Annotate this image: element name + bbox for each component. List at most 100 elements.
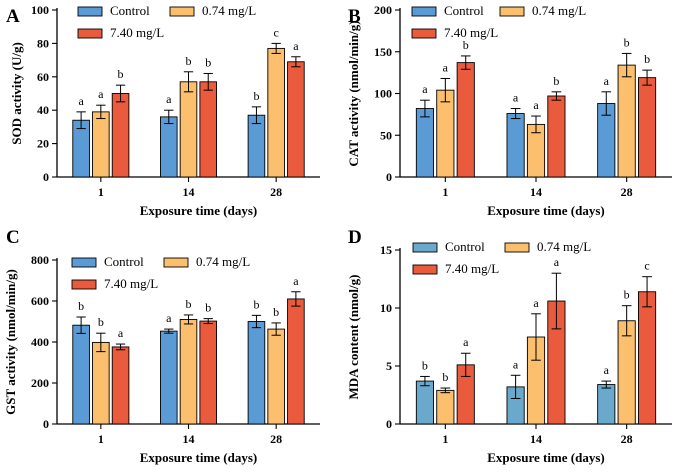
legend-swatch [78,29,102,38]
y-axis-title: GST activity (nmol/min/g) [3,269,18,415]
legend-label: 7.40 mg/L [110,25,164,40]
legend-swatch [500,7,524,16]
bar-0-74-mg-l [268,329,285,424]
legend-item: Control [412,3,484,18]
significance-label: a [98,87,104,101]
significance-label: a [293,39,299,53]
y-tick-label: 60 [37,70,49,84]
y-tick-label: 15 [380,243,392,257]
panel-letter: D [348,227,362,248]
y-tick-label: 0 [43,170,49,184]
bar-0-74-mg-l [268,48,285,177]
legend-label: 0.74 mg/L [532,3,586,18]
y-tick-label: 0 [386,417,392,431]
significance-label: c [274,25,279,39]
significance-label: b [463,38,469,52]
bar-control [416,109,433,177]
legend-label: 0.74 mg/L [202,3,256,18]
x-tick-label: 14 [183,432,195,446]
bar-control [160,331,177,424]
bar-0-74-mg-l [180,82,197,177]
significance-label: a [118,326,124,340]
legend-label: 7.40 mg/L [445,261,499,276]
panel-letter: A [6,6,20,27]
x-tick-label: 1 [442,432,448,446]
significance-label: b [186,54,192,68]
legend-swatch [72,258,96,267]
legend-item: 0.74 mg/L [170,3,256,18]
legend-item: 7.40 mg/L [72,276,158,291]
bar-7-40-mg-l [112,347,129,424]
bar-control [160,117,177,177]
significance-label: b [118,67,124,81]
legend-swatch [413,243,437,252]
bar-control [248,322,265,425]
bar-0-74-mg-l [93,342,110,424]
legend-item: 0.74 mg/L [500,3,586,18]
bar-7-40-mg-l [112,94,129,178]
significance-label: a [604,74,610,88]
significance-label: a [166,311,172,325]
panel-letter: C [6,227,20,248]
legend-label: Control [444,3,484,18]
x-axis-title: Exposure time (days) [140,450,257,465]
bar-control [507,114,524,177]
significance-label: a [443,60,449,74]
significance-label: a [513,91,519,105]
x-tick-label: 28 [621,185,633,199]
legend-label: Control [104,254,144,269]
significance-label: a [533,98,539,112]
y-tick-label: 20 [37,137,49,151]
y-tick-label: 200 [31,376,49,390]
y-tick-label: 0 [43,417,49,431]
chart-panel-a: A 0 20 40 60 80 100 SOD activity (U/g) Exposure … [6,3,320,218]
bar-control [416,381,433,424]
y-axis-title: MDA content (nmol/g) [346,275,361,400]
x-tick-label: 28 [621,432,633,446]
legend-label: Control [110,3,150,18]
significance-label: a [554,255,560,269]
legend-item: 7.40 mg/L [412,25,498,40]
legend-swatch [412,7,436,16]
legend-swatch [505,243,529,252]
bar-7-40-mg-l [548,96,565,177]
significance-label: b [205,301,211,315]
y-tick-label: 50 [380,128,392,142]
y-axis-title: CAT activity (nmol/min/g) [346,20,361,166]
figure-canvas: A020406080100SOD activity (U/g)Exposure … [0,0,681,472]
significance-label: b [253,89,259,103]
bar-0-74-mg-l [437,90,454,177]
bar-0-74-mg-l [93,112,110,177]
x-tick-label: 1 [442,185,448,199]
x-axis-title: Exposure time (days) [487,450,604,465]
legend-item: 0.74 mg/L [164,254,250,269]
significance-label: a [604,363,610,377]
x-tick-label: 28 [270,185,282,199]
significance-label: b [624,35,630,49]
bar-0-74-mg-l [180,319,197,424]
legend-swatch [170,7,194,16]
significance-label: a [78,94,84,108]
significance-label: a [166,92,172,106]
x-tick-label: 1 [98,185,104,199]
significance-label: a [513,357,519,371]
significance-label: b [98,315,104,329]
y-tick-label: 400 [31,335,49,349]
bar-7-40-mg-l [638,78,655,177]
bar-control [248,115,265,177]
y-tick-label: 800 [31,253,49,267]
significance-label: b [624,288,630,302]
significance-label: b [644,52,650,66]
bar-7-40-mg-l [457,63,474,177]
legend-item: Control [72,254,144,269]
y-tick-label: 150 [374,45,392,59]
significance-label: b [442,370,448,384]
significance-label: b [273,305,279,319]
y-tick-label: 40 [37,103,49,117]
x-tick-label: 14 [530,185,542,199]
bar-7-40-mg-l [288,299,305,424]
y-tick-label: 0 [386,170,392,184]
y-tick-label: 100 [374,87,392,101]
significance-label: a [533,296,539,310]
legend-label: 7.40 mg/L [104,276,158,291]
